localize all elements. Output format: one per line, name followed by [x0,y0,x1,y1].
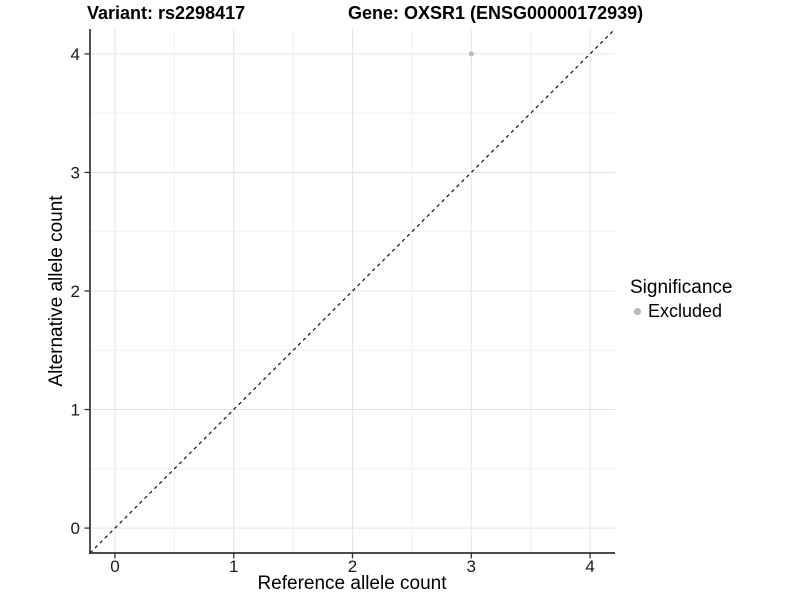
legend-key-circle-icon [634,308,641,315]
legend-title: Significance [630,277,733,298]
x-tick-label: 2 [348,557,357,576]
y-tick-label: 4 [71,45,80,64]
y-tick-label: 0 [71,519,80,538]
legend-item-label: Excluded [648,301,723,321]
legend-items: Excluded [630,301,732,322]
x-tick-label: 0 [110,557,119,576]
y-tick-label: 3 [71,163,80,182]
legend: Significance Excluded [630,277,732,322]
x-axis-title: Reference allele count [257,573,447,594]
identity-reference-line [89,28,616,554]
x-tick-label: 4 [585,557,594,576]
data-point [468,51,474,57]
x-tick-label: 3 [467,557,476,576]
y-axis-title: Alternative allele count [46,195,67,387]
legend-item: Excluded [630,301,732,322]
x-tick-label: 1 [229,557,238,576]
y-tick-label: 1 [71,401,80,420]
plot-title-gene: Gene: OXSR1 (ENSG00000172939) [348,3,644,23]
plot-title-variant: Variant: rs2298417 [87,3,246,23]
y-tick-label: 2 [71,282,80,301]
